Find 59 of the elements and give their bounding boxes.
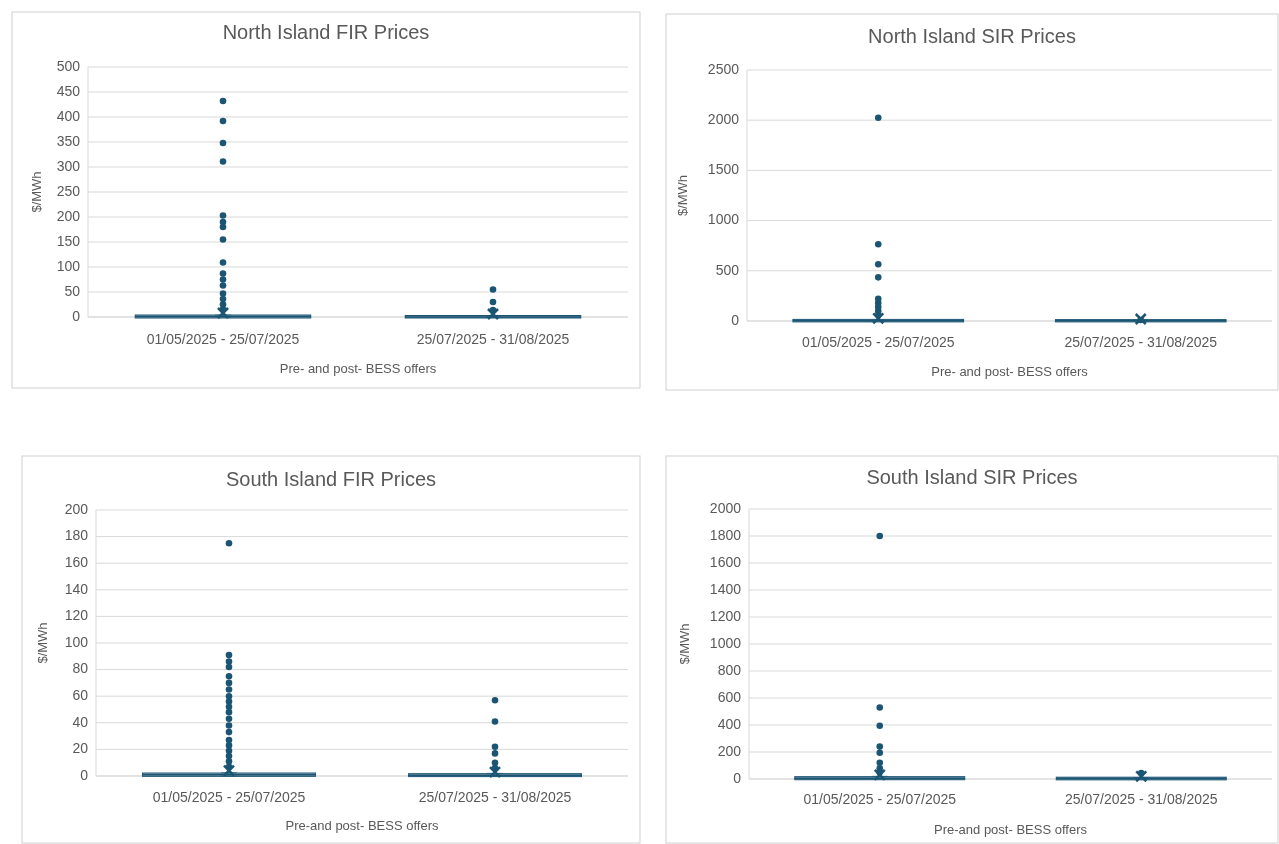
y-tick-label: 1600 [709, 553, 742, 570]
x-axis-title: Pre-and post- BESS offers [934, 822, 1088, 838]
y-tick-label: 1000 [709, 634, 742, 651]
y-tick-label: 200 [717, 742, 742, 759]
y-tick-label: 120 [64, 607, 89, 624]
x-tick-label: 01/05/2025 - 25/07/2025 [146, 330, 300, 347]
y-tick-label: 250 [56, 182, 81, 199]
y-tick-label: 0 [80, 766, 89, 783]
y-tick-label: 2500 [707, 60, 740, 77]
y-tick-label: 1000 [707, 211, 740, 228]
y-axis-title: $/MWh [35, 622, 51, 664]
y-axis-title: $/MWh [29, 171, 45, 213]
x-axis-title: Pre- and post- BESS offers [931, 364, 1089, 380]
y-tick-label: 350 [56, 132, 81, 149]
y-tick-label: 150 [56, 232, 81, 249]
x-tick-label: 25/07/2025 - 31/08/2025 [1064, 333, 1218, 350]
chart-title: North Island FIR Prices [222, 21, 430, 44]
y-tick-label: 100 [64, 633, 89, 650]
y-tick-label: 100 [56, 257, 81, 274]
y-axis-title: $/MWh [677, 623, 693, 665]
x-tick-label: 25/07/2025 - 31/08/2025 [418, 788, 572, 805]
y-tick-label: 0 [733, 769, 742, 786]
y-tick-label: 140 [64, 580, 89, 597]
y-tick-label: 200 [56, 207, 81, 224]
y-tick-label: 1500 [707, 161, 740, 178]
y-tick-label: 80 [72, 660, 89, 677]
y-tick-label: 450 [56, 82, 81, 99]
y-tick-label: 1400 [709, 580, 742, 597]
chart-title: South Island FIR Prices [225, 468, 437, 491]
y-tick-label: 300 [56, 157, 81, 174]
y-tick-label: 400 [717, 715, 742, 732]
y-tick-label: 20 [72, 740, 89, 757]
x-axis-title: Pre- and post- BESS offers [279, 361, 437, 377]
x-tick-label: 01/05/2025 - 25/07/2025 [152, 788, 306, 805]
y-tick-label: 200 [64, 500, 89, 517]
x-axis-title: Pre-and post- BESS offers [285, 818, 439, 834]
chart-title: North Island SIR Prices [868, 25, 1076, 48]
y-tick-label: 500 [715, 261, 740, 278]
y-tick-label: 800 [717, 661, 742, 678]
y-tick-label: 1800 [709, 526, 742, 543]
x-tick-label: 25/07/2025 - 31/08/2025 [1064, 790, 1218, 807]
y-tick-label: 160 [64, 553, 89, 570]
y-tick-label: 2000 [707, 110, 740, 127]
y-tick-label: 60 [72, 686, 89, 703]
y-tick-label: 1200 [709, 607, 742, 624]
chart-title: South Island SIR Prices [866, 466, 1078, 489]
y-tick-label: 500 [56, 57, 81, 74]
y-tick-label: 0 [72, 307, 81, 324]
y-tick-label: 2000 [709, 499, 742, 516]
x-tick-label: 01/05/2025 - 25/07/2025 [801, 333, 955, 350]
y-tick-label: 400 [56, 107, 81, 124]
y-tick-label: 50 [64, 282, 81, 299]
y-tick-label: 0 [731, 311, 740, 328]
x-tick-label: 25/07/2025 - 31/08/2025 [416, 330, 570, 347]
y-axis-title: $/MWh [675, 174, 691, 217]
y-tick-label: 180 [64, 527, 89, 544]
y-tick-label: 600 [717, 688, 742, 705]
y-tick-label: 40 [72, 713, 89, 730]
x-tick-label: 01/05/2025 - 25/07/2025 [803, 790, 957, 807]
